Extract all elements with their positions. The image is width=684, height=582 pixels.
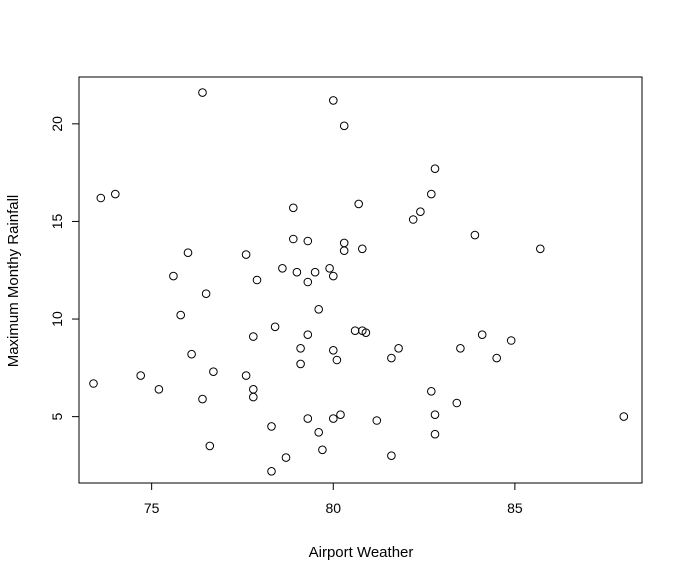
y-axis-label: Maximum Monthy Rainfall <box>5 195 22 368</box>
data-point <box>354 199 364 209</box>
data-point <box>278 264 287 273</box>
data-point <box>339 121 349 131</box>
data-point <box>296 344 305 353</box>
data-point <box>314 305 324 314</box>
data-point <box>318 445 327 455</box>
y-axis: 5 10 15 20 <box>49 116 79 421</box>
data-point <box>492 353 502 363</box>
data-point <box>249 392 258 402</box>
data-point <box>154 385 164 394</box>
data-point <box>89 379 98 388</box>
data-point <box>289 203 298 213</box>
data-point <box>241 250 251 259</box>
data-point <box>361 328 371 338</box>
data-point <box>252 275 262 285</box>
data-point <box>289 234 298 244</box>
data-point <box>325 264 334 273</box>
data-point <box>506 336 516 345</box>
data-point <box>198 394 207 404</box>
data-point <box>270 322 280 332</box>
y-tick-label: 5 <box>49 413 65 421</box>
data-point <box>205 441 215 451</box>
data-point <box>209 367 218 377</box>
data-point <box>329 346 338 355</box>
data-point <box>267 467 276 476</box>
data-point <box>241 371 251 380</box>
data-point <box>536 244 545 254</box>
data-point <box>303 414 313 423</box>
data-point <box>183 248 193 257</box>
data-point <box>427 189 436 199</box>
data-point <box>187 349 196 359</box>
y-tick-label: 15 <box>49 213 65 229</box>
data-point <box>427 387 436 396</box>
x-axis-label: Airport Weather <box>309 544 414 561</box>
data-point <box>136 371 145 380</box>
y-tick-label: 20 <box>49 116 65 132</box>
data-point <box>339 246 349 255</box>
data-point <box>176 310 185 320</box>
data-point <box>329 271 338 281</box>
data-point <box>470 230 480 240</box>
data-point <box>387 353 396 363</box>
data-point <box>372 416 382 425</box>
data-point <box>619 412 629 421</box>
data-point <box>430 429 440 439</box>
data-point <box>169 271 178 281</box>
data-point <box>249 332 258 341</box>
data-point <box>350 326 360 336</box>
data-point <box>198 88 207 97</box>
data-point <box>310 267 320 277</box>
data-point <box>387 451 396 461</box>
data-point <box>201 289 211 299</box>
data-point <box>314 428 324 437</box>
x-axis: 75 80 85 <box>144 483 523 516</box>
x-tick-label: 80 <box>325 500 341 516</box>
data-point <box>452 398 462 408</box>
points-layer <box>89 88 629 476</box>
data-point <box>394 344 403 353</box>
data-point <box>296 359 305 369</box>
data-point <box>303 330 313 340</box>
data-point <box>477 330 487 340</box>
data-point <box>430 410 440 420</box>
data-point <box>430 164 440 173</box>
data-point <box>336 410 345 420</box>
data-point <box>329 414 338 423</box>
x-tick-label: 85 <box>507 500 523 516</box>
data-point <box>267 422 276 431</box>
data-point <box>249 385 258 394</box>
data-point <box>303 277 313 287</box>
data-point <box>329 96 338 105</box>
y-tick-label: 10 <box>49 311 65 327</box>
plot-frame <box>78 76 643 484</box>
data-point <box>292 267 302 277</box>
data-point <box>456 344 465 353</box>
data-point <box>281 453 291 462</box>
data-point <box>339 238 349 248</box>
data-point <box>111 189 120 199</box>
x-tick-label: 75 <box>144 500 160 516</box>
data-point <box>303 236 313 246</box>
data-point <box>332 355 342 365</box>
data-point <box>408 215 418 224</box>
data-point <box>416 207 425 216</box>
data-point <box>96 193 106 203</box>
data-point <box>358 244 367 254</box>
